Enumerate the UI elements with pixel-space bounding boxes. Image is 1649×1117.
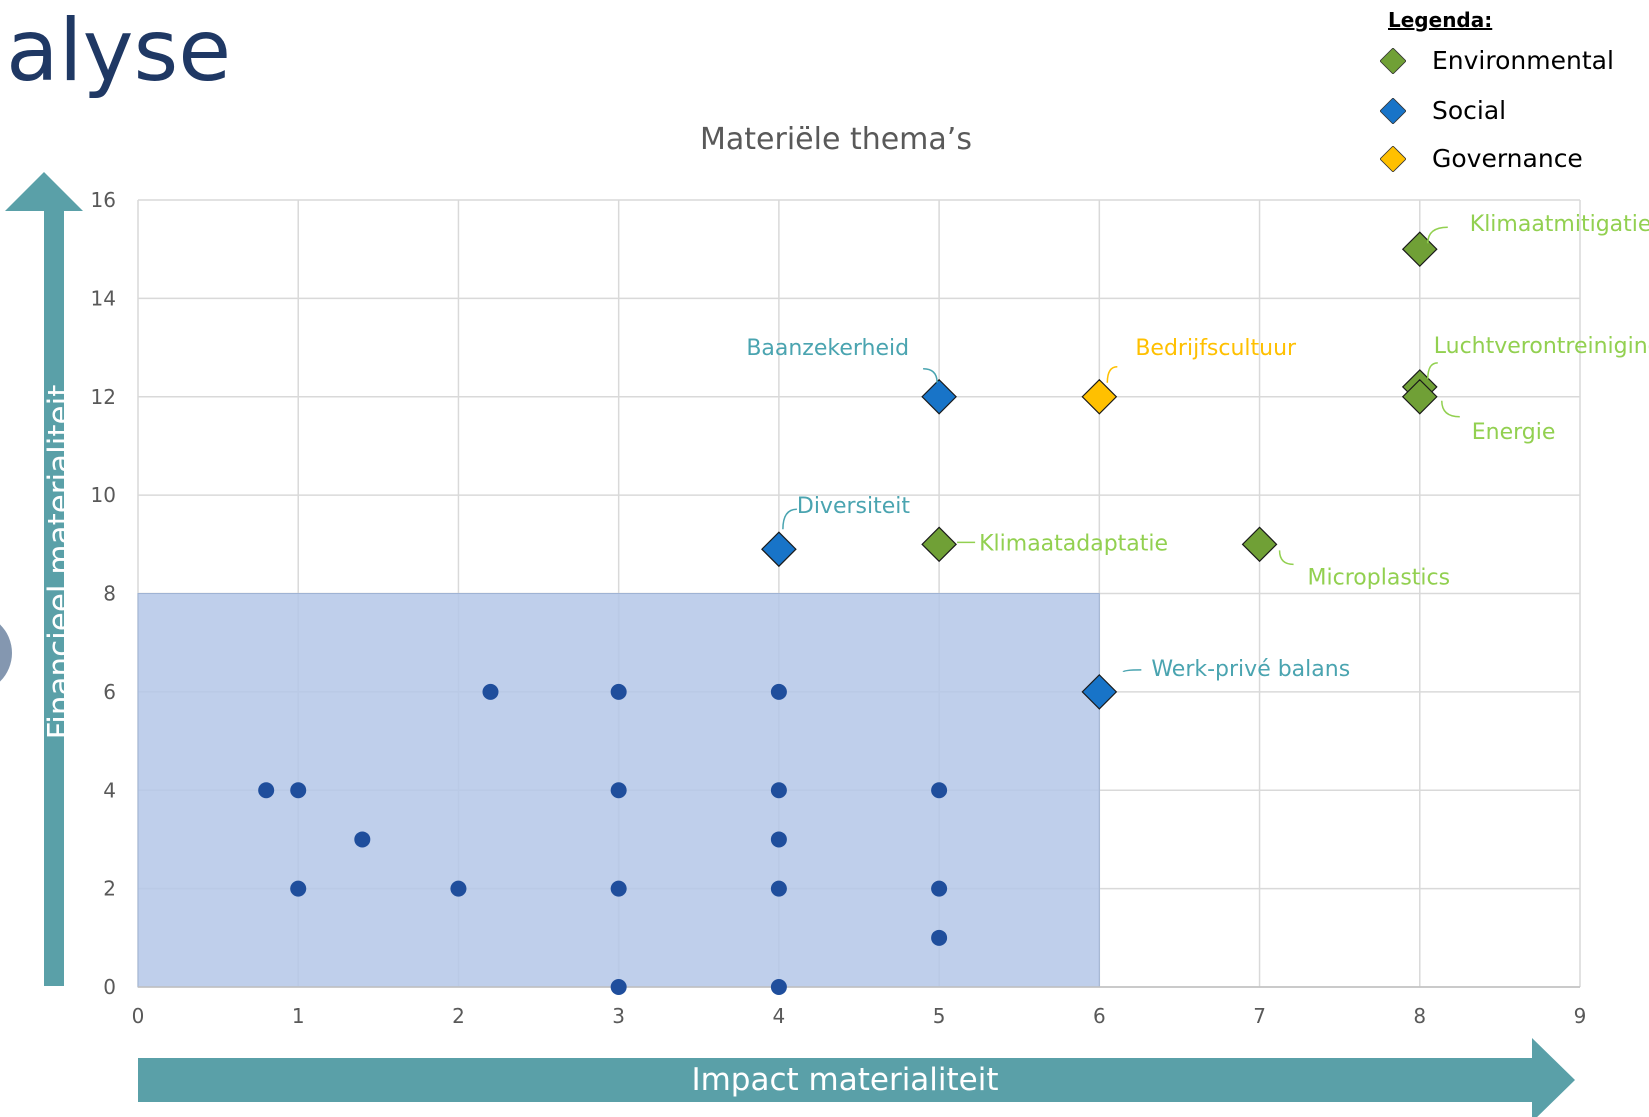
data-point-environmental — [1241, 526, 1278, 563]
data-point-dot — [258, 782, 275, 799]
x-tick-label: 0 — [132, 1004, 145, 1028]
label-leader-line — [1278, 550, 1294, 566]
legend-item-governance: Governance — [1370, 140, 1640, 180]
data-point-social — [1081, 674, 1118, 710]
x-tick-label: 5 — [933, 1004, 946, 1028]
label-leader-line — [923, 368, 938, 383]
data-point-dot — [770, 831, 787, 848]
data-point-dot — [770, 979, 787, 995]
data-point-dot — [354, 831, 371, 848]
data-label: Energie — [1472, 420, 1556, 445]
data-label: Diversiteit — [797, 494, 911, 519]
label-leader-line — [1106, 366, 1118, 383]
x-tick-label: 1 — [292, 1004, 305, 1028]
data-point-dot — [450, 880, 467, 897]
y-tick-label: 10 — [91, 483, 116, 507]
data-label: Baanzekerheid — [746, 336, 909, 361]
x-tick-label: 7 — [1253, 1004, 1266, 1028]
data-point-dot — [931, 782, 948, 799]
x-axis-arrow — [138, 1038, 1575, 1117]
label-leader-line — [1427, 362, 1438, 379]
data-point-dot — [770, 880, 787, 897]
x-tick-label: 9 — [1574, 1004, 1587, 1028]
data-label: Klimaatadaptatie — [979, 531, 1168, 556]
data-point-dot — [290, 782, 307, 799]
data-point-dot — [482, 683, 499, 700]
data-point-governance — [1081, 378, 1118, 415]
data-point-dot — [610, 683, 627, 700]
label-leader-line — [1427, 226, 1448, 244]
legend-label-governance: Governance — [1432, 144, 1583, 173]
data-point-environmental — [1401, 378, 1438, 415]
data-point-dot — [610, 880, 627, 897]
data-label: Luchtverontreiniging — [1434, 334, 1649, 359]
x-tick-label: 3 — [612, 1004, 625, 1028]
label-leader-line — [1122, 669, 1142, 673]
data-point-environmental — [921, 526, 957, 563]
data-point-dot — [610, 782, 627, 799]
data-point-dot — [290, 880, 307, 897]
data-point-dot — [770, 782, 787, 799]
data-point-dot — [931, 929, 948, 946]
data-label: Klimaatmitigatie — [1470, 212, 1649, 237]
data-label: Microplastics — [1308, 565, 1451, 590]
legend-title: Legenda: — [1388, 8, 1493, 32]
y-tick-label: 12 — [91, 385, 116, 409]
y-tick-label: 0 — [103, 975, 116, 999]
y-tick-label: 14 — [91, 286, 116, 310]
x-tick-label: 6 — [1093, 1004, 1106, 1028]
legend-item-environmental: Environmental — [1370, 42, 1640, 82]
y-tick-label: 2 — [103, 877, 116, 901]
data-point-social — [921, 378, 957, 415]
y-tick-label: 4 — [103, 778, 116, 802]
x-axis-arrow-label: Impact materialiteit — [691, 1062, 999, 1098]
y-axis-arrow — [5, 172, 83, 986]
data-label: Werk-privé balans — [1151, 657, 1350, 682]
y-tick-label: 6 — [103, 680, 116, 704]
diamond-icon — [1380, 48, 1406, 74]
data-point-dot — [931, 880, 948, 897]
label-leader-line — [782, 508, 797, 530]
data-point-dot — [770, 683, 787, 700]
diamond-icon — [1380, 146, 1406, 172]
y-axis-arrow-label: Financieel materialiteit — [42, 384, 78, 740]
data-point-dot — [610, 979, 627, 995]
data-label: Bedrijfscultuur — [1135, 336, 1297, 361]
legend-label-social: Social — [1432, 96, 1507, 125]
chart-title: Materiële thema’s — [700, 122, 972, 157]
y-tick-label: 16 — [91, 188, 116, 212]
legend-label-environmental: Environmental — [1432, 46, 1614, 75]
x-tick-label: 2 — [452, 1004, 465, 1028]
diamond-icon — [1380, 98, 1406, 124]
data-point-social — [761, 531, 797, 568]
x-tick-label: 8 — [1413, 1004, 1426, 1028]
label-leader-line — [1441, 400, 1460, 418]
legend-item-social: Social — [1370, 92, 1640, 132]
page-title: alyse — [6, 1, 232, 101]
x-tick-label: 4 — [773, 1004, 786, 1028]
y-tick-label: 8 — [103, 582, 116, 606]
